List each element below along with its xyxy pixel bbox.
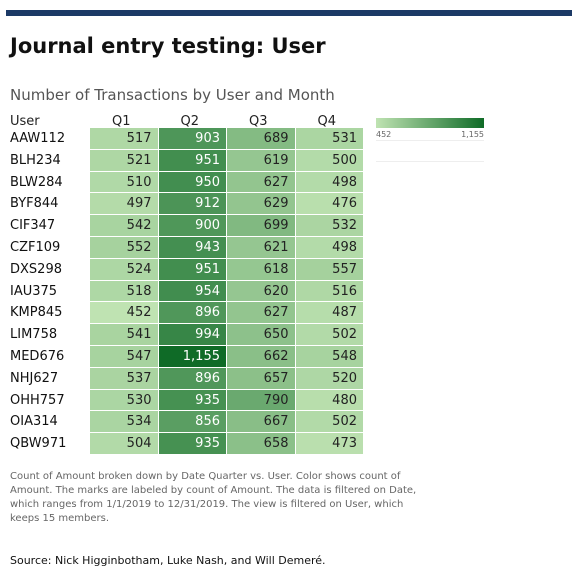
heatmap-cell: 896 (158, 302, 227, 325)
heatmap-cell: 629 (227, 193, 296, 216)
row-label-blw284: BLW284 (10, 174, 63, 190)
column-header-q4: Q4 (317, 114, 337, 129)
heatmap-cell: 541 (90, 324, 159, 346)
heatmap-cell: 903 (158, 128, 227, 150)
row-label-blh234: BLH234 (10, 152, 61, 168)
color-legend: 452 1,155 (376, 118, 484, 162)
heatmap-cell: 912 (158, 193, 227, 216)
heatmap-cell: 500 (295, 149, 364, 172)
column-header-q1: Q1 (112, 114, 131, 129)
heatmap-cell: 689 (227, 128, 296, 150)
heatmap-cell: 667 (227, 411, 296, 434)
row-label-aaw112: AAW112 (10, 131, 66, 146)
heatmap-cell: 548 (295, 346, 364, 368)
row-label-ohh757: OHH757 (10, 392, 65, 408)
heatmap-cell: 547 (90, 346, 159, 368)
heatmap-cell: 935 (158, 389, 227, 412)
heatmap-cell: 994 (158, 324, 227, 346)
heatmap-cell: 619 (227, 149, 296, 172)
chart-caption: Count of Amount broken down by Date Quar… (10, 471, 417, 524)
heatmap-cell: 557 (295, 258, 364, 281)
heatmap-cell: 524 (90, 258, 159, 281)
row-label-cif347: CIF347 (10, 218, 56, 234)
heatmap-cell: 517 (90, 128, 159, 150)
heatmap-cell: 935 (158, 433, 227, 455)
row-header-label: User (10, 114, 40, 129)
heatmap-cell: 627 (227, 171, 296, 194)
heatmap-cell: 627 (227, 302, 296, 325)
heatmap-cell: 510 (90, 171, 159, 194)
row-label-lim758: LIM758 (10, 327, 58, 343)
heatmap-cell: 537 (90, 367, 159, 390)
row-label-iau375: IAU375 (10, 283, 58, 299)
heatmap-cell: 951 (158, 149, 227, 172)
heatmap-cell: 518 (90, 280, 159, 303)
heatmap-cell: 476 (295, 193, 364, 216)
heatmap-cell: 1,155 (158, 346, 227, 368)
column-header-q2: Q2 (180, 114, 200, 129)
heatmap-cell: 790 (227, 389, 296, 412)
heatmap-cell: 658 (227, 433, 296, 455)
legend-min-label: 452 (376, 130, 392, 139)
legend-max-label: 1,155 (461, 130, 484, 139)
top-rule (6, 10, 572, 16)
legend-blank-rows (376, 140, 484, 162)
column-header-q3: Q3 (249, 114, 268, 129)
row-label-qbw971: QBW971 (10, 436, 67, 452)
heatmap-cell: 621 (227, 237, 296, 259)
heatmap-cell: 497 (90, 193, 159, 216)
heatmap-cell: 498 (295, 237, 364, 259)
row-label-dxs298: DXS298 (10, 261, 62, 277)
row-label-med676: MED676 (10, 349, 65, 364)
chart-title: Number of Transactions by User and Month (10, 86, 335, 104)
row-label-kmp845: KMP845 (10, 305, 63, 321)
heatmap-grid: 517 903 689 531 521 951 619 500 510 950 627 498 497 9… (90, 128, 364, 456)
heatmap-cell: 498 (295, 171, 364, 194)
heatmap-cell: 951 (158, 258, 227, 281)
source-note: Source: Nick Higginbotham, Luke Nash, an… (10, 554, 326, 567)
row-label-czf109: CZF109 (10, 240, 61, 255)
heatmap-cell: 657 (227, 367, 296, 390)
heatmap-cell: 542 (90, 215, 159, 237)
heatmap-cell: 896 (158, 367, 227, 390)
heatmap-cell: 487 (295, 302, 364, 325)
heatmap-cell: 699 (227, 215, 296, 237)
heatmap-cell: 900 (158, 215, 227, 237)
heatmap-cell: 534 (90, 411, 159, 434)
heatmap-cell: 480 (295, 389, 364, 412)
row-label-byf844: BYF844 (10, 196, 59, 212)
heatmap-cell: 950 (158, 171, 227, 194)
heatmap-cell: 552 (90, 237, 159, 259)
heatmap-cell: 502 (295, 324, 364, 346)
heatmap-cell: 954 (158, 280, 227, 303)
heatmap-cell: 530 (90, 389, 159, 412)
heatmap-cell: 452 (90, 302, 159, 325)
heatmap-cell: 521 (90, 149, 159, 172)
heatmap-cell: 943 (158, 237, 227, 259)
heatmap-cell: 473 (295, 433, 364, 455)
heatmap-cell: 520 (295, 367, 364, 390)
heatmap-cell: 650 (227, 324, 296, 346)
heatmap-cell: 502 (295, 411, 364, 434)
heatmap-cell: 504 (90, 433, 159, 455)
heatmap-cell: 662 (227, 346, 296, 368)
heatmap-cell: 532 (295, 215, 364, 237)
heatmap-cell: 618 (227, 258, 296, 281)
heatmap-cell: 620 (227, 280, 296, 303)
heatmap-cell: 516 (295, 280, 364, 303)
page-title: Journal entry testing: User (10, 34, 326, 58)
heatmap-cell: 531 (295, 128, 364, 150)
legend-gradient (376, 118, 484, 128)
row-label-nhj627: NHJ627 (10, 370, 59, 386)
row-label-oia314: OIA314 (10, 414, 58, 430)
heatmap-cell: 856 (158, 411, 227, 434)
